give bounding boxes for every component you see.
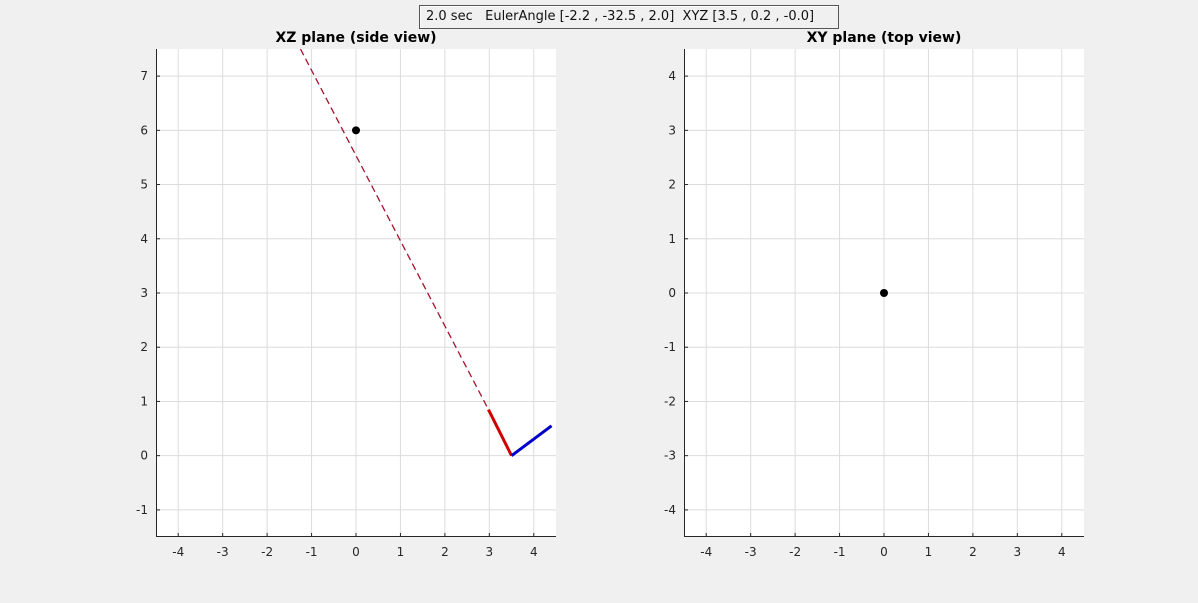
chart-title: XZ plane (side view) (275, 30, 436, 46)
y-tick-label: -2 (664, 394, 676, 408)
x-tick-label: -1 (306, 545, 318, 559)
dashed-line-series (299, 49, 490, 410)
y-tick-label: 4 (140, 232, 148, 246)
x-tick-label: -4 (172, 545, 184, 559)
x-tick-label: 1 (925, 545, 933, 559)
y-tick-label: -3 (664, 449, 676, 463)
x-tick-label: 0 (352, 545, 360, 559)
y-tick-label: 5 (140, 178, 148, 192)
y-tick-label: 0 (668, 286, 676, 300)
y-tick-label: 2 (668, 178, 676, 192)
x-tick-label: 4 (1058, 545, 1066, 559)
xz-plane-axes: -4 -3 -2 -1 0 1 2 3 4 -1 0 1 2 3 4 5 6 7 XZ plane (side vi… (136, 30, 556, 559)
y-tick-label: 3 (140, 286, 148, 300)
y-tick-label: 1 (668, 232, 676, 246)
series-group (880, 289, 888, 297)
x-tick-label: 2 (441, 545, 449, 559)
y-tick-label: -1 (664, 340, 676, 354)
x-tick-label: 4 (530, 545, 538, 559)
x-tick-label: 3 (486, 545, 494, 559)
status-readout: 2.0 sec EulerAngle [-2.2 , -32.5 , 2.0] … (419, 5, 839, 29)
x-tick-label: -3 (217, 545, 229, 559)
y-tick-label: 4 (668, 69, 676, 83)
solid-line-series (510, 424, 553, 457)
series-group (299, 49, 553, 457)
y-tick-label: -1 (136, 503, 148, 517)
y-tick-label: 2 (140, 340, 148, 354)
y-tick-label: 3 (668, 123, 676, 137)
x-tick-label: -1 (834, 545, 846, 559)
y-tick-label: 7 (140, 69, 148, 83)
x-tick-label: -4 (700, 545, 712, 559)
x-tick-label: -3 (745, 545, 757, 559)
x-tick-label: 2 (969, 545, 977, 559)
chart-title: XY plane (top view) (807, 30, 962, 46)
x-tick-label: 1 (397, 545, 405, 559)
x-tick-label: -2 (789, 545, 801, 559)
y-tick-label: 6 (140, 123, 148, 137)
y-tick-label: 0 (140, 449, 148, 463)
y-tick-label: 1 (140, 394, 148, 408)
point-marker (880, 289, 888, 297)
xy-plane-axes: -4 -3 -2 -1 0 1 2 3 4 -4 -3 -2 -1 0 1 2 3 4 XY plane (top … (664, 30, 1084, 559)
x-tick-label: 0 (880, 545, 888, 559)
point-marker (352, 126, 360, 135)
x-tick-label: -2 (261, 545, 273, 559)
solid-line-series (487, 408, 513, 457)
x-tick-label: 3 (1014, 545, 1022, 559)
y-tick-label: -4 (664, 503, 676, 517)
